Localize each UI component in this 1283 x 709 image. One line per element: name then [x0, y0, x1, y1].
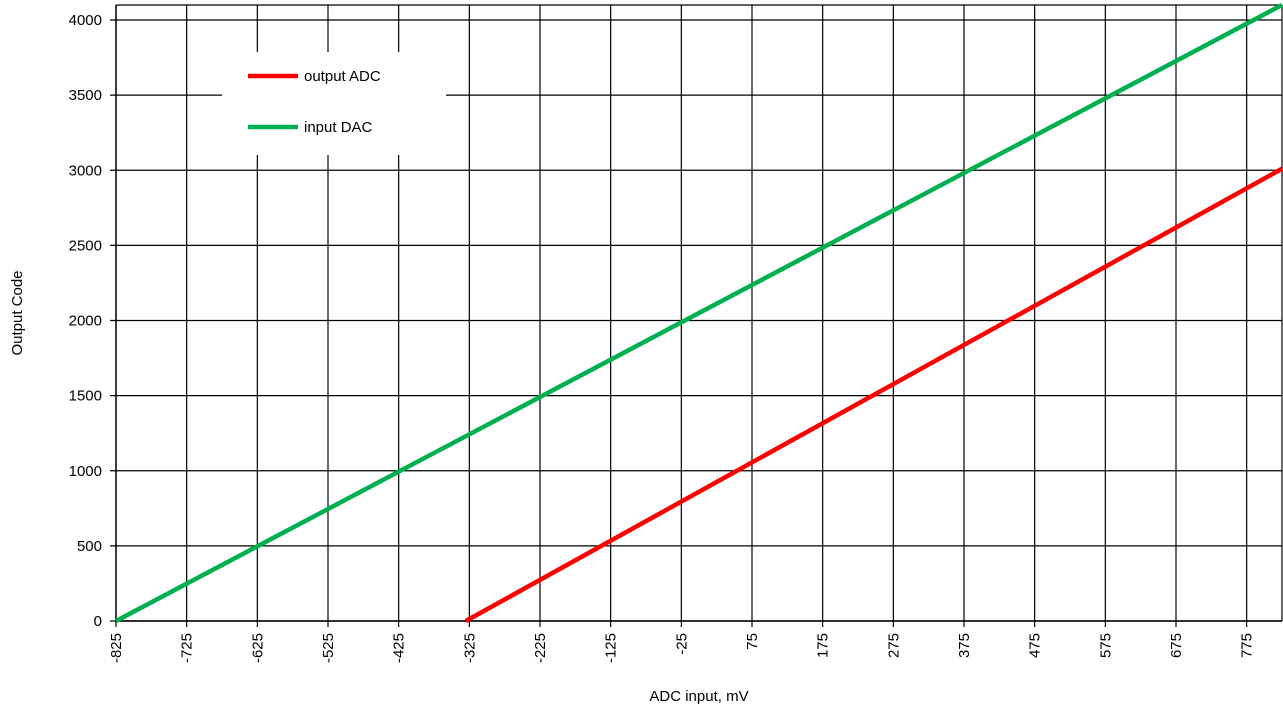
x-tick-label: 675 — [1168, 633, 1185, 658]
x-tick-label: -25 — [673, 633, 690, 655]
x-tick-label: 75 — [744, 633, 761, 650]
y-tick-label: 4000 — [69, 12, 102, 29]
x-tick-label: 475 — [1027, 633, 1044, 658]
x-tick-labels: -825 -725 -625 -525 -425 -325 -225 -125 -25 75 175… — [108, 633, 1256, 663]
legend-background — [222, 52, 446, 155]
x-tick-label: -625 — [249, 633, 266, 663]
y-tick-label: 500 — [77, 538, 102, 555]
x-tick-label: 575 — [1097, 633, 1114, 658]
legend-label: output ADC — [304, 68, 381, 85]
x-tick-label: 275 — [885, 633, 902, 658]
legend: output ADC input DAC — [222, 52, 446, 155]
y-axis-title: Output Code — [9, 270, 26, 355]
plot-frame — [115, 4, 1283, 622]
x-tick-label: -825 — [108, 633, 125, 663]
y-tick-label: 2000 — [69, 313, 102, 330]
y-tick-label: 2500 — [69, 237, 102, 254]
x-tick-label: -125 — [603, 633, 620, 663]
y-tick-label: 3000 — [69, 162, 102, 179]
x-tick-label: -325 — [461, 633, 478, 663]
x-tick-label: 175 — [815, 633, 832, 658]
y-tick-label: 1000 — [69, 463, 102, 480]
x-tick-label: -225 — [532, 633, 549, 663]
y-tick-labels: 0 500 1000 1500 2000 2500 3000 3500 4000 — [69, 12, 102, 630]
x-tick-label: -725 — [179, 633, 196, 663]
legend-label: input DAC — [304, 119, 373, 136]
x-axis-title: ADC input, mV — [649, 688, 748, 705]
x-tick-label: -525 — [320, 633, 337, 663]
series-line-input-dac — [114, 3, 1283, 623]
series-lines — [114, 3, 1283, 623]
series-line-output-adc — [464, 166, 1283, 623]
x-tick-label: 775 — [1239, 633, 1256, 658]
y-tick-label: 3500 — [69, 87, 102, 104]
x-tick-label: -425 — [391, 633, 408, 663]
x-tick-label: 375 — [956, 633, 973, 658]
y-tick-label: 1500 — [69, 388, 102, 405]
y-tick-label: 0 — [94, 613, 102, 630]
